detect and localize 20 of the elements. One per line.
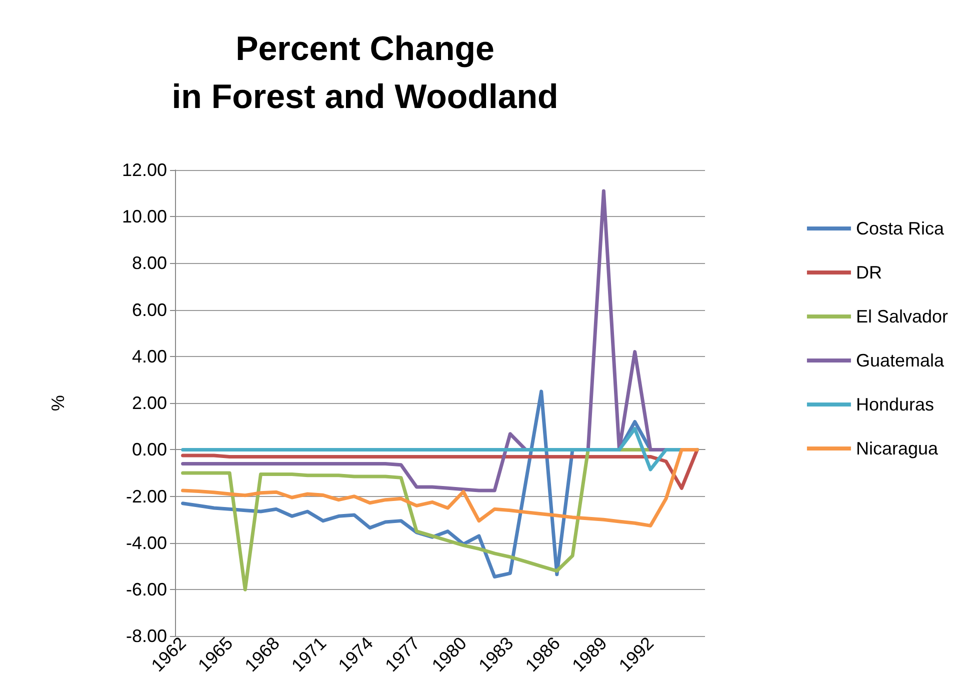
y-tick-label: 6.00 (132, 300, 167, 320)
y-tick-label: 0.00 (132, 440, 167, 460)
legend-label: Guatemala (856, 350, 945, 370)
legend-label: DR (856, 262, 882, 282)
y-tick-label: 8.00 (132, 253, 167, 274)
line-series (181, 448, 699, 528)
y-tick-label: 2.00 (132, 393, 167, 414)
y-tick-label: 10.00 (122, 206, 167, 227)
y-tick-label: 12.00 (122, 160, 167, 180)
line-series (181, 448, 699, 490)
legend-label: El Salvador (856, 306, 948, 326)
y-tick-label: -2.00 (126, 486, 167, 506)
legend-label: Nicaragua (856, 438, 939, 458)
y-tick-label: -6.00 (126, 580, 167, 600)
legend-label: Costa Rica (856, 218, 945, 238)
y-axis-title: % (48, 395, 68, 412)
chart-title: Percent Change in Forest and Woodland (172, 30, 558, 116)
legend-label: Honduras (856, 394, 934, 414)
y-tick-label: -4.00 (126, 532, 167, 553)
y-tick-label: 4.00 (132, 346, 167, 366)
